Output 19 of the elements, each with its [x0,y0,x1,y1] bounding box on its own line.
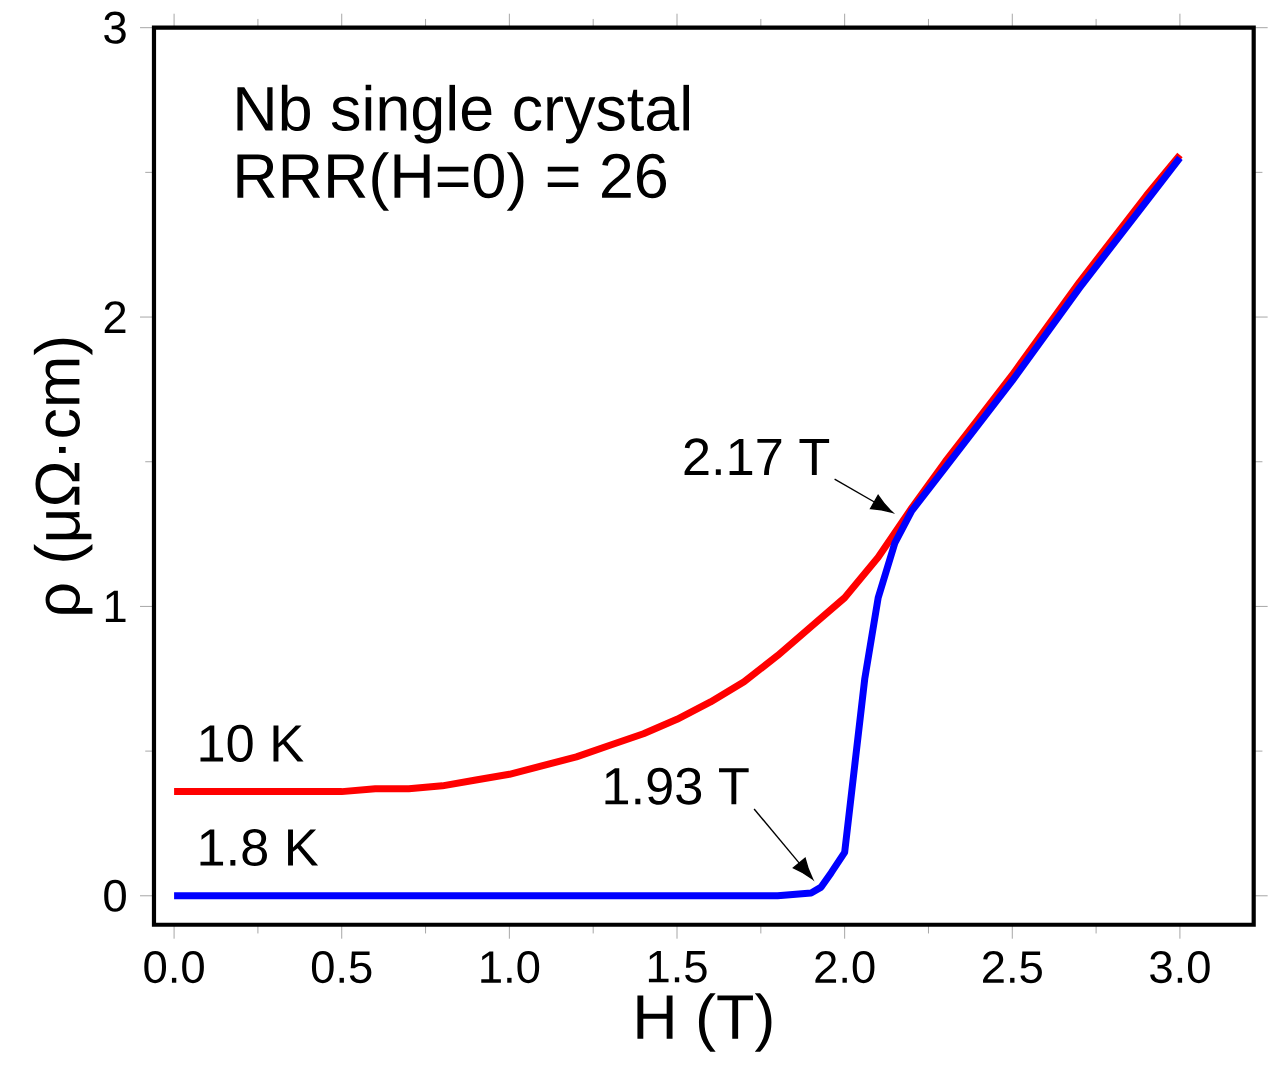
x-tick-label: 2.0 [815,951,875,984]
y-tick-label: 1 [105,590,126,623]
annotation: 1.93 T [605,767,749,805]
x-tick-label: 1.0 [481,951,540,984]
y-tick-label: 3 [104,11,126,44]
x-tick-label: 1.5 [648,951,707,983]
y-tick-label: 2 [104,301,126,334]
annotation: 2.17 T [684,438,830,476]
x-tick-label: 0.5 [311,951,372,984]
series-label: 10 K [200,724,304,763]
annotation: Nb single crystal [237,84,689,144]
x-tick-label: 2.5 [983,951,1042,984]
x-axis-title: H (T) [637,993,772,1052]
y-axis-title: ρ (μΩ·cm) [33,338,93,614]
x-tick-label: 3.0 [1150,951,1210,984]
y-tick-label: 0 [104,879,126,912]
annotation: RRR(H=0) = 26 [237,152,667,211]
series-label: 1.8 K [200,829,319,867]
x-tick-label: 0.0 [144,951,204,984]
